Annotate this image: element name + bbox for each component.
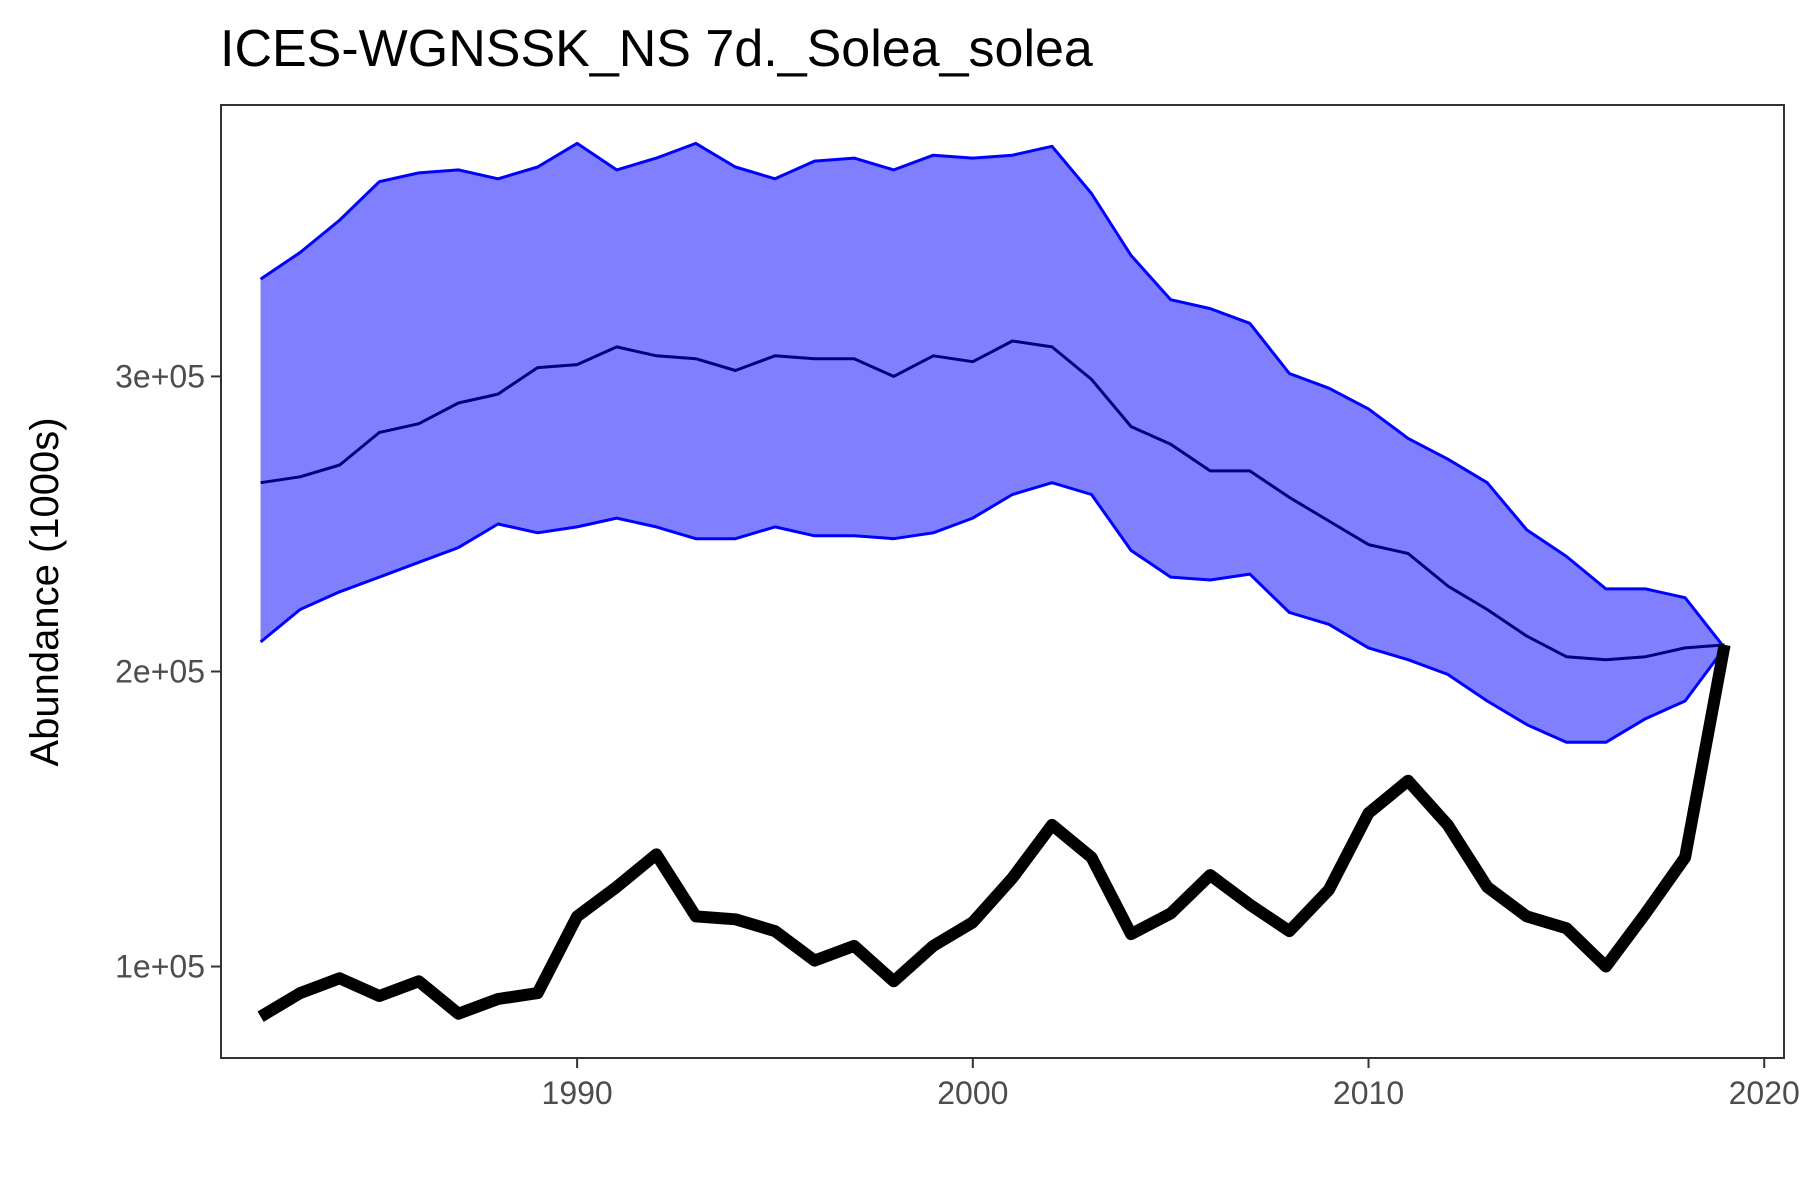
x-tick-label: 2000 (937, 1075, 1008, 1111)
band-upper-line (259, 141, 1726, 649)
x-tick-label: 1990 (542, 1075, 613, 1111)
x-axis: 1990 2000 2010 2020 (542, 1058, 1800, 1111)
median-line (260, 339, 1725, 662)
y-tick-label: 2e+05 (115, 653, 205, 689)
x-tick-label: 2010 (1333, 1075, 1404, 1111)
y-axis: 1e+05 2e+05 3e+05 (115, 358, 221, 985)
y-tick-label: 3e+05 (115, 358, 205, 394)
x-tick-label: 2020 (1729, 1075, 1800, 1111)
y-axis-title: Abundance (1000s) (23, 417, 67, 766)
confidence-band (260, 143, 1725, 743)
panel-border (220, 104, 1785, 1059)
y-tick-label: 1e+05 (115, 949, 205, 985)
observed-line (257, 643, 1731, 1022)
plot-area (220, 104, 1785, 1059)
chart-title: ICES-WGNSSK_NS 7d._Solea_solea (220, 20, 1093, 78)
band-lower-line (259, 481, 1726, 744)
